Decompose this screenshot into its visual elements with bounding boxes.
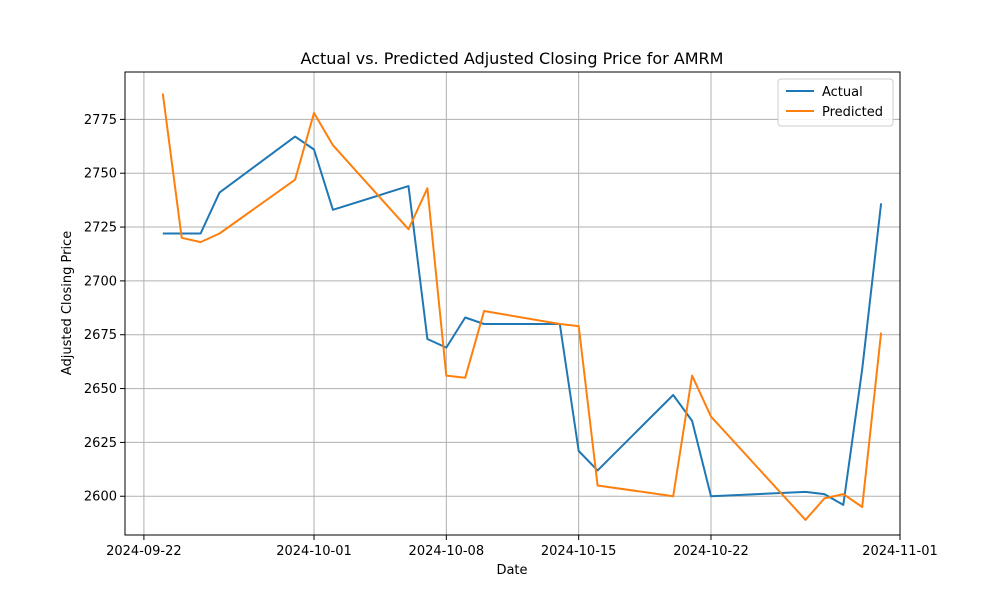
x-axis-label: Date: [496, 563, 527, 578]
y-tick-label: 2600: [84, 490, 117, 505]
plot-area: [125, 72, 900, 535]
y-axis-label: Adjusted Closing Price: [60, 231, 75, 375]
y-tick-label: 2750: [84, 167, 117, 182]
y-tick-label: 2775: [84, 113, 117, 128]
y-tick-label: 2675: [84, 328, 117, 343]
y-tick-label: 2700: [84, 274, 117, 289]
grid: [125, 72, 901, 535]
plot-frame: [124, 71, 901, 536]
y-tick-label: 2625: [84, 436, 117, 451]
y-tick-label: 2650: [84, 382, 117, 397]
x-tick-label: 2024-10-22: [673, 544, 749, 559]
series-line-actual: [162, 135, 883, 506]
x-axis-ticks: 2024-09-22 2024-10-01 2024-10-08 2024-10-15…: [106, 535, 938, 559]
x-tick-label: 2024-10-01: [276, 544, 352, 559]
y-tick-label: 2725: [84, 221, 117, 236]
series-line-predicted: [161, 93, 883, 521]
x-tick-label: 2024-11-01: [862, 544, 938, 559]
x-tick-label: 2024-09-22: [106, 544, 182, 559]
y-axis-ticks: 2600 2625 2650 2675 2700 2725 2750 2775: [84, 113, 125, 505]
legend: Actual Predicted: [777, 78, 894, 127]
legend-label-actual: Actual: [822, 85, 863, 100]
legend-label-predicted: Predicted: [822, 105, 883, 120]
x-tick-label: 2024-10-15: [541, 544, 617, 559]
chart-title: Actual vs. Predicted Adjusted Closing Pr…: [301, 49, 724, 68]
x-tick-label: 2024-10-08: [409, 544, 485, 559]
series-layer: [161, 93, 883, 521]
